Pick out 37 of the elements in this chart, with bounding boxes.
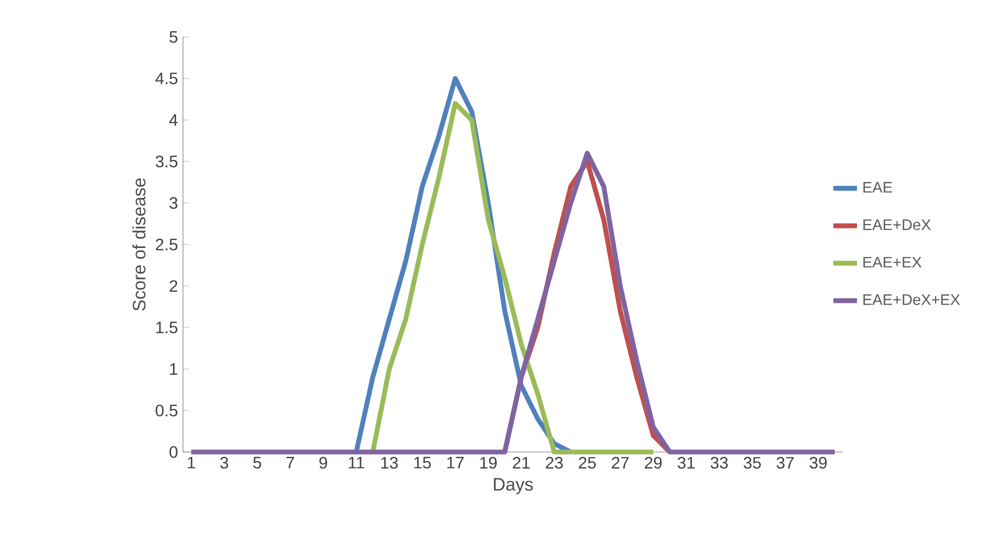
x-tick-label: 29 (644, 456, 662, 469)
x-tick-label: 31 (678, 456, 695, 469)
x-tick-label: 27 (612, 456, 629, 468)
x-tick-label: 17 (447, 456, 464, 468)
y-tick-label: 5 (170, 31, 178, 43)
x-tick-label: 1 (188, 456, 196, 468)
y-tick-label: 0 (170, 446, 178, 458)
x-tick-label: 7 (286, 456, 294, 468)
x-tick-label: 23 (546, 456, 563, 469)
x-tick-label: 25 (578, 456, 596, 469)
legend-label: EAE+DeX (863, 220, 931, 230)
x-tick-label: 21 (512, 456, 530, 468)
x-tick-label: 15 (414, 456, 431, 468)
y-axis-title: Score of disease (132, 178, 146, 311)
x-tick-label: 19 (480, 456, 497, 469)
x-tick-label: 33 (710, 456, 728, 469)
legend-label: EAE+DeX+EX (863, 294, 960, 306)
y-tick-label: 2 (170, 280, 178, 292)
x-tick-label: 39 (810, 456, 827, 469)
x-tick-label: 35 (744, 456, 761, 469)
x-tick-label: 3 (220, 456, 228, 469)
y-tick-label: 1 (170, 363, 178, 375)
x-axis-title: Days (494, 478, 533, 494)
y-tick-label: 4.5 (155, 72, 178, 84)
legend-label: EAE (863, 182, 892, 193)
y-tick-label: 4 (169, 114, 178, 126)
legend-label: EAE+EX (863, 256, 922, 268)
y-tick-label: 2.5 (156, 238, 178, 250)
x-tick-label: 13 (381, 456, 398, 469)
x-tick-label: 11 (348, 456, 364, 468)
y-tick-label: 3 (170, 197, 178, 209)
x-tick-label: 9 (319, 456, 328, 469)
y-tick-label: 3.5 (156, 156, 178, 168)
x-tick-label: 5 (253, 456, 262, 468)
y-tick-label: 1.5 (156, 322, 178, 334)
x-tick-label: 37 (776, 456, 794, 469)
y-tick-label: 0.5 (156, 404, 178, 416)
